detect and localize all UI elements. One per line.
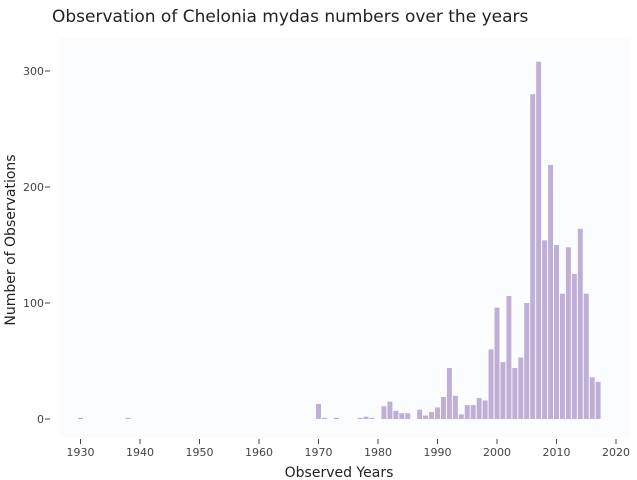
x-tick-label-2020: 2020 xyxy=(602,446,630,459)
y-axis-title: Number of Observations xyxy=(3,154,19,325)
bar-1938 xyxy=(125,417,131,419)
bar-1981 xyxy=(381,406,387,419)
bar-2001 xyxy=(500,362,506,419)
bar-2005 xyxy=(524,303,530,419)
bars-layer xyxy=(78,61,601,419)
bar-2004 xyxy=(518,357,524,419)
bar-1997 xyxy=(476,398,482,419)
bar-1971 xyxy=(321,417,327,419)
x-tick-label-1940: 1940 xyxy=(126,446,154,459)
bar-2006 xyxy=(530,94,536,419)
bar-2012 xyxy=(565,247,571,419)
bar-1987 xyxy=(417,409,423,419)
bar-2009 xyxy=(548,164,554,419)
bar-2003 xyxy=(512,367,518,419)
x-tick-label-2010: 2010 xyxy=(543,446,571,459)
bar-1982 xyxy=(387,401,393,419)
bar-1993 xyxy=(452,395,458,419)
bar-1979 xyxy=(369,417,375,419)
bar-2000 xyxy=(494,307,500,419)
x-axis-title: Observed Years xyxy=(285,465,394,480)
bar-2017 xyxy=(595,381,601,419)
bar-2016 xyxy=(589,377,595,419)
bar-1983 xyxy=(393,410,399,419)
bar-1977 xyxy=(357,417,363,419)
bar-1930 xyxy=(78,417,83,419)
bar-1995 xyxy=(464,405,470,419)
bar-1990 xyxy=(435,407,440,419)
bar-2013 xyxy=(571,274,577,419)
bar-1996 xyxy=(470,405,476,419)
x-tick-label-1930: 1930 xyxy=(67,446,95,459)
bar-2010 xyxy=(554,245,559,419)
bar-1994 xyxy=(458,414,464,419)
bar-1989 xyxy=(429,412,435,419)
bar-1988 xyxy=(423,415,429,419)
chart-title: Observation of Chelonia mydas numbers ov… xyxy=(52,7,529,27)
x-tick-label-1990: 1990 xyxy=(424,446,452,459)
y-tick-label-0: 0 xyxy=(37,413,44,426)
x-ticks-layer: 1930 1940 1950 1960 1970 1980 1990 2000 2010 2020 xyxy=(67,439,630,459)
y-tick-label-200: 200 xyxy=(23,181,44,194)
bar-1991 xyxy=(440,396,446,419)
bar-1998 xyxy=(482,400,488,419)
x-tick-label-1980: 1980 xyxy=(364,446,392,459)
x-tick-label-1960: 1960 xyxy=(245,446,273,459)
bar-2011 xyxy=(559,293,565,419)
y-ticks-layer: 0 100 200 300 xyxy=(23,65,50,426)
bar-2007 xyxy=(536,61,542,419)
bar-1999 xyxy=(488,349,494,419)
bar-1985 xyxy=(405,413,411,419)
bar-1984 xyxy=(399,413,405,419)
bar-2002 xyxy=(506,296,512,419)
x-tick-label-2000: 2000 xyxy=(483,446,511,459)
x-tick-label-1970: 1970 xyxy=(305,446,333,459)
bar-2015 xyxy=(583,293,589,419)
bar-2008 xyxy=(542,240,548,419)
bar-1973 xyxy=(333,417,339,419)
bar-1992 xyxy=(446,367,452,419)
bar-2014 xyxy=(577,228,583,419)
x-tick-label-1950: 1950 xyxy=(186,446,214,459)
y-tick-label-300: 300 xyxy=(23,65,44,78)
y-tick-label-100: 100 xyxy=(23,297,44,310)
bar-1970 xyxy=(316,403,321,419)
bar-1978 xyxy=(363,416,369,419)
